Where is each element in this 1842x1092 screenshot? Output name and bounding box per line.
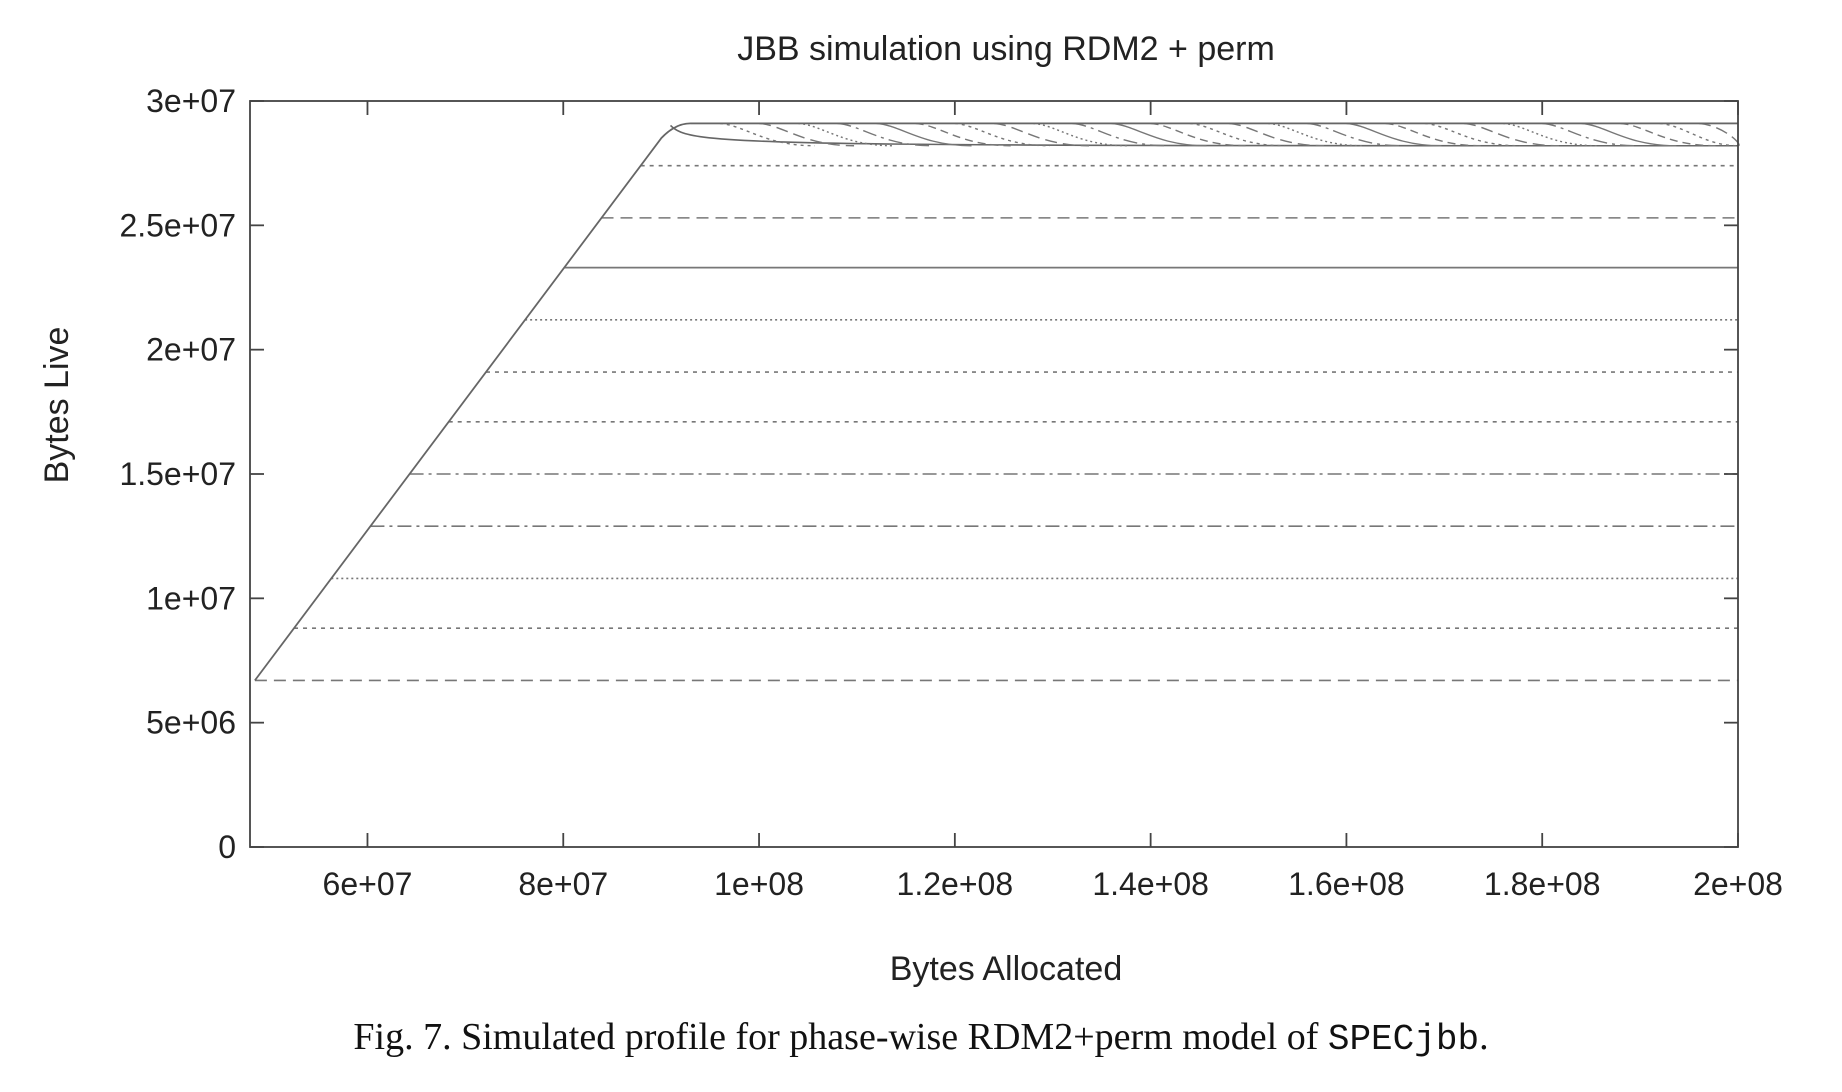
decay-curve-17: [1385, 122, 1481, 147]
decay-curve-12: [1189, 122, 1285, 147]
axis-ticks: [250, 100, 1739, 848]
caption-end: .: [1479, 1016, 1489, 1058]
y-tick-label-2: 1e+07: [146, 580, 236, 616]
y-tick-label-3: 1.5e+07: [119, 456, 236, 492]
y-tick-label-0: 0: [218, 829, 236, 865]
decay-curve-4: [876, 122, 972, 147]
y-tick-label-5: 2.5e+07: [119, 207, 236, 243]
x-tick-label-4: 1.4e+08: [1092, 866, 1209, 902]
plateau-lower-line: [669, 124, 1739, 147]
decay-curve-6: [954, 122, 1050, 147]
y-tick-label-1: 5e+06: [146, 705, 236, 741]
decay-curve-3: [837, 122, 933, 147]
x-tick-label-6: 1.8e+08: [1484, 866, 1601, 902]
figure-caption: Fig. 7. Simulated profile for phase-wise…: [0, 1015, 1842, 1060]
x-tick-label-3: 1.2e+08: [897, 866, 1014, 902]
x-axis-label: Bytes Allocated: [890, 950, 1122, 988]
decay-curves: [669, 122, 1740, 147]
decay-curve-22: [1581, 122, 1677, 147]
decay-curve-10: [1111, 122, 1207, 147]
decay-curve-15: [1307, 122, 1403, 147]
decay-curve-20: [1502, 122, 1599, 147]
ramp-line: [254, 122, 1738, 681]
decay-curve-21: [1542, 122, 1638, 147]
y-tick-labels: 0 5e+06 1e+07 1.5e+07 2e+07 2.5e+07 3e+07: [119, 83, 236, 865]
decay-curve-19: [1463, 122, 1559, 147]
x-tick-label-2: 1e+08: [714, 866, 804, 902]
x-tick-label-0: 6e+07: [323, 866, 413, 902]
caption-code: SPECjbb: [1327, 1019, 1480, 1060]
decay-curve-13: [1228, 122, 1324, 147]
decay-curve-11: [1150, 122, 1246, 147]
y-tick-label-4: 2e+07: [146, 332, 236, 368]
x-tick-label-7: 2e+08: [1693, 866, 1783, 902]
decay-curve-16: [1346, 122, 1442, 147]
decay-curve-2: [798, 122, 894, 147]
decay-curve-24: [1659, 122, 1739, 147]
decay-curve-5: [915, 122, 1011, 147]
caption-text: Fig. 7. Simulated profile for phase-wise…: [353, 1016, 1328, 1058]
decay-curve-8: [1033, 122, 1129, 147]
chart-title: JBB simulation using RDM2 + perm: [737, 30, 1275, 68]
x-tick-label-1: 8e+07: [518, 866, 608, 902]
decay-curve-1: [758, 122, 855, 147]
chart: JBB simulation using RDM2 + perm 6e+07 8e…: [38, 30, 1783, 988]
x-tick-label-5: 1.6e+08: [1288, 866, 1405, 902]
decay-curve-18: [1424, 122, 1520, 147]
decay-curve-9: [1072, 122, 1168, 147]
decay-curve-14: [1268, 122, 1364, 147]
y-axis-label: Bytes Live: [38, 327, 76, 484]
decay-curve-23: [1620, 122, 1716, 147]
decay-curve-25: [1698, 122, 1740, 147]
x-tick-labels: 6e+07 8e+07 1e+08 1.2e+08 1.4e+08 1.6e+08 1.8e…: [323, 866, 1783, 902]
phase-level-lines: [254, 164, 1738, 682]
y-tick-label-6: 3e+07: [146, 83, 236, 119]
decay-curve-7: [993, 122, 1090, 147]
decay-curve-0: [719, 122, 815, 147]
